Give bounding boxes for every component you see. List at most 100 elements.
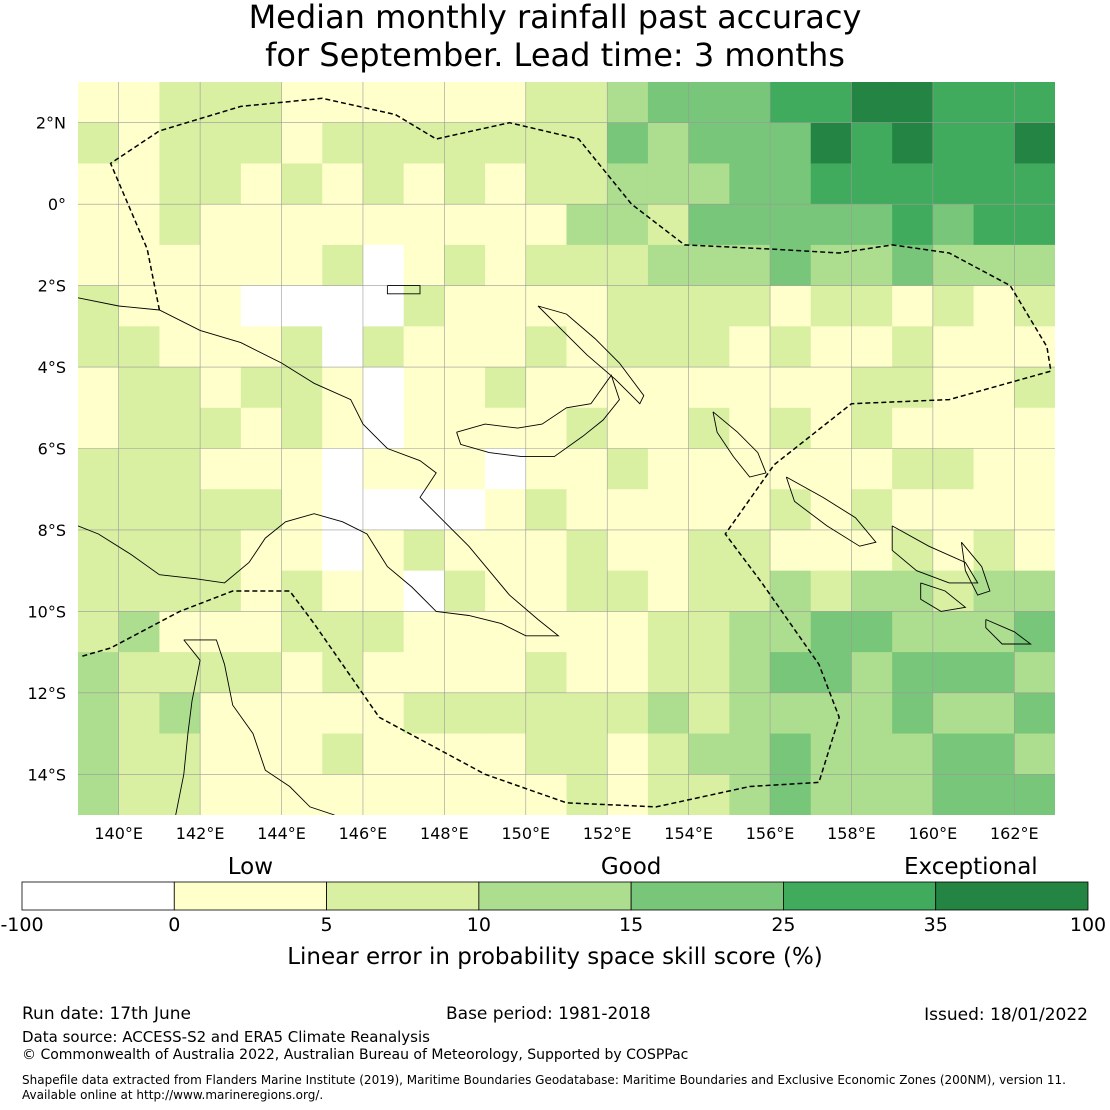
eez-boundary bbox=[81, 97, 1052, 808]
grid-cell bbox=[200, 82, 242, 124]
grid-cell bbox=[362, 407, 405, 450]
grid-cell bbox=[403, 407, 445, 450]
colorbar-tick-labels: -100 0 5 10 15 25 35 100 bbox=[0, 914, 1106, 936]
latitude-tick-label: 14°S bbox=[27, 765, 66, 784]
colorbar-tick-label: 100 bbox=[1070, 914, 1106, 936]
grid-cell bbox=[444, 367, 486, 409]
grid-cell bbox=[281, 82, 323, 124]
data-source: Data source: ACCESS-S2 and ERA5 Climate … bbox=[22, 1028, 430, 1046]
grid-cell bbox=[851, 244, 893, 287]
grid-cell bbox=[362, 489, 405, 531]
grid-cell bbox=[118, 204, 161, 246]
grid-cell bbox=[281, 367, 323, 409]
grid-cell bbox=[362, 733, 405, 775]
grid-cell bbox=[647, 326, 690, 368]
latitude-tick-label: 2°N bbox=[36, 114, 66, 133]
grid-cell bbox=[770, 448, 812, 490]
grid-cell bbox=[932, 244, 975, 287]
grid-cell bbox=[362, 570, 405, 612]
grid-cell bbox=[322, 774, 364, 815]
grid-cell bbox=[729, 367, 771, 409]
grid-cell bbox=[647, 774, 690, 815]
grid-cell bbox=[810, 367, 853, 409]
grid-cell bbox=[118, 489, 161, 531]
grid-cell bbox=[607, 733, 649, 775]
longitude-tick-label: 146°E bbox=[339, 824, 388, 843]
grid-cell bbox=[281, 163, 323, 205]
grid-cell bbox=[322, 122, 364, 165]
grid-cell bbox=[444, 529, 486, 572]
grid-cell bbox=[78, 122, 120, 165]
grid-cell bbox=[362, 326, 405, 368]
grid-cell bbox=[525, 529, 568, 572]
grid-cell bbox=[729, 611, 771, 653]
grid-cell bbox=[240, 448, 283, 490]
grid-cell bbox=[851, 489, 893, 531]
grid-cell bbox=[118, 692, 161, 735]
grid-cell bbox=[892, 285, 934, 327]
grid-cell bbox=[688, 529, 730, 572]
colorbar-tick-label: 5 bbox=[321, 914, 333, 936]
grid-cell bbox=[159, 244, 201, 287]
grid-cell bbox=[932, 570, 975, 612]
colorbar: -100 0 5 10 15 25 35 100 bbox=[0, 881, 1106, 936]
colorbar-segment bbox=[173, 881, 327, 911]
grid-cell bbox=[607, 774, 649, 815]
grid-cell bbox=[403, 163, 445, 205]
grid-cell bbox=[444, 163, 486, 205]
grid-cell bbox=[607, 652, 649, 694]
run-date: Run date: 17th June bbox=[22, 1004, 191, 1024]
grid-cell bbox=[78, 285, 120, 327]
grid-cell bbox=[1014, 692, 1055, 735]
grid-cell bbox=[403, 285, 445, 327]
grid-cell bbox=[566, 774, 608, 815]
grid-cell bbox=[78, 326, 120, 368]
grid-cell bbox=[200, 204, 242, 246]
grid-cell bbox=[240, 489, 283, 531]
grid-cell bbox=[362, 448, 405, 490]
grid-cell bbox=[932, 774, 975, 815]
grid-cell bbox=[362, 122, 405, 165]
grid-cell bbox=[851, 163, 893, 205]
grid-cell bbox=[240, 326, 283, 368]
grid-cell bbox=[200, 529, 242, 572]
grid-cell bbox=[729, 244, 771, 287]
longitude-tick-label: 154°E bbox=[664, 824, 713, 843]
grid-cell bbox=[770, 204, 812, 246]
grid-cell bbox=[118, 570, 161, 612]
grid-cell bbox=[851, 448, 893, 490]
grid-cell bbox=[525, 204, 568, 246]
grid-cell bbox=[973, 285, 1015, 327]
grid-cell bbox=[607, 122, 649, 165]
grid-cell bbox=[281, 244, 323, 287]
grid-cell bbox=[281, 611, 323, 653]
grid-cell bbox=[485, 285, 527, 327]
grid-cell bbox=[647, 489, 690, 531]
grid-cell bbox=[200, 163, 242, 205]
grid-cell bbox=[973, 244, 1015, 287]
grid-cell bbox=[403, 122, 445, 165]
grid-cell bbox=[322, 285, 364, 327]
grid-cell bbox=[118, 122, 161, 165]
grid-cell bbox=[566, 611, 608, 653]
grid-cell bbox=[729, 774, 771, 815]
grid-cell bbox=[444, 204, 486, 246]
grid-cell bbox=[932, 489, 975, 531]
grid-cell bbox=[200, 489, 242, 531]
grid-cell bbox=[1014, 367, 1055, 409]
grid-cell bbox=[403, 82, 445, 124]
grid-cell bbox=[810, 82, 853, 124]
grid-cell bbox=[403, 204, 445, 246]
grid-cell bbox=[322, 489, 364, 531]
longitude-tick-label: 142°E bbox=[176, 824, 225, 843]
grid-cell bbox=[607, 407, 649, 450]
grid-cell bbox=[444, 733, 486, 775]
grid-cell bbox=[607, 448, 649, 490]
grid-cell bbox=[240, 122, 283, 165]
grid-cell bbox=[403, 774, 445, 815]
grid-cell bbox=[444, 326, 486, 368]
grid-cell bbox=[362, 244, 405, 287]
grid-cell bbox=[118, 774, 161, 815]
grid-cell bbox=[607, 570, 649, 612]
grid-cell bbox=[932, 82, 975, 124]
